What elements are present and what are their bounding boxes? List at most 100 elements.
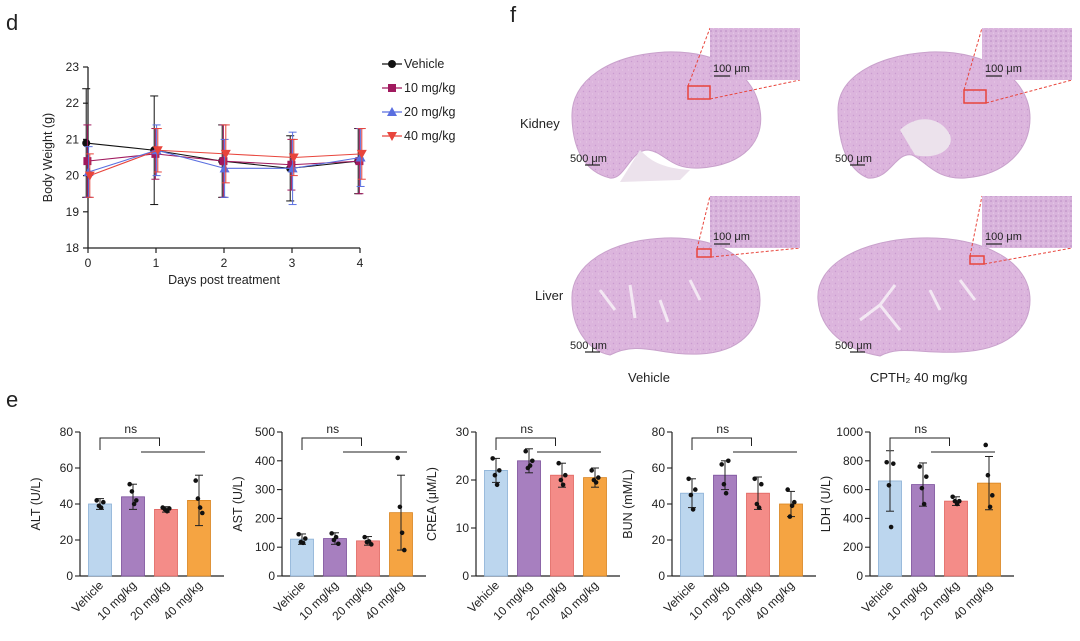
bar (517, 460, 541, 577)
data-point (395, 455, 401, 461)
legend-label: 40 mg/kg (404, 129, 455, 143)
y-tick-label: 22 (66, 96, 80, 110)
significance-label: ns (326, 422, 339, 436)
y-tick-label: 30 (456, 425, 470, 439)
kidney-vehicle-roi (687, 85, 711, 100)
data-point (288, 153, 299, 163)
y-tick-label: 10 (456, 521, 470, 535)
y-axis-title: Body Weight (g) (41, 113, 55, 202)
data-point (94, 498, 99, 503)
y-tick-label: 20 (652, 533, 666, 547)
data-point (492, 472, 498, 478)
data-point (789, 503, 795, 509)
data-point (127, 481, 132, 487)
legend-label: 20 mg/kg (404, 105, 455, 119)
data-point (726, 458, 731, 464)
significance-bracket (99, 437, 160, 450)
data-point (924, 474, 929, 479)
y-tick-label: 1000 (836, 425, 863, 439)
data-point (388, 84, 396, 92)
data-point (752, 476, 757, 482)
data-point (219, 163, 230, 173)
data-point (193, 478, 198, 483)
data-point (82, 139, 91, 148)
data-point (197, 505, 203, 510)
series-40-mg-kg (84, 124, 367, 198)
data-point (558, 477, 564, 483)
data-point (723, 490, 729, 496)
data-point (759, 481, 764, 487)
data-point (402, 547, 407, 553)
data-point (950, 494, 955, 500)
data-point (596, 475, 601, 480)
legend-label: Vehicle (404, 57, 444, 71)
data-point (917, 464, 922, 469)
data-point (399, 530, 405, 536)
y-tick-label: 0 (462, 569, 469, 583)
y-axis-title: ALT (U/L) (29, 477, 43, 530)
data-point (329, 531, 335, 536)
y-tick-label: 18 (66, 241, 80, 255)
y-tick-label: 80 (652, 425, 666, 439)
data-point (560, 482, 566, 488)
data-point (490, 456, 496, 461)
row-label-kidney: Kidney (520, 116, 560, 131)
data-point (333, 534, 339, 540)
y-tick-label: 20 (456, 473, 470, 487)
liver-vehicle-roi (696, 248, 712, 258)
y-tick-label: 0 (66, 569, 73, 583)
data-point (785, 487, 790, 492)
significance-label: ns (520, 422, 533, 436)
x-tick-label: 0 (85, 256, 92, 270)
data-point (563, 472, 568, 478)
x-tick-label: 1 (153, 256, 160, 270)
data-point (300, 540, 306, 546)
data-point (556, 460, 561, 466)
data-point (888, 524, 894, 530)
data-point (884, 459, 889, 465)
data-point (356, 149, 367, 159)
histology-panel: Kidney Liver Vehicle CPTH₂ 40 mg/kg 500 … (520, 27, 1073, 385)
y-tick-label: 80 (60, 425, 74, 439)
liver-cpth2-scale-label: 500 μm (835, 340, 872, 352)
significance-bracket (889, 437, 950, 450)
y-axis-title: CREA (μM/L) (425, 467, 439, 541)
data-point (693, 487, 698, 492)
x-tick-label: 2 (221, 256, 228, 270)
liver-cpth2-inset (982, 196, 1072, 248)
data-point (84, 171, 95, 181)
data-point (891, 461, 896, 466)
significance-label: ns (914, 422, 927, 436)
data-point (98, 505, 104, 510)
data-point (985, 472, 991, 478)
bar (944, 500, 968, 577)
liver-vehicle-scale-label: 500 μm (570, 340, 607, 352)
y-axis-title: BUN (mM/L) (621, 469, 635, 538)
data-point (957, 498, 962, 504)
data-point (397, 504, 403, 510)
data-point (497, 468, 502, 473)
significance-label: ns (716, 422, 729, 436)
y-tick-label: 400 (255, 454, 275, 468)
kidney-vehicle-inset-scale: 100 μm (713, 63, 750, 75)
liver-vehicle-inset (710, 196, 800, 248)
data-point (134, 498, 139, 503)
data-point (152, 146, 163, 156)
data-point (200, 510, 205, 516)
bar (583, 477, 607, 577)
col-label-cpth2: CPTH₂ 40 mg/kg (870, 370, 968, 385)
panel-label-f: f (510, 2, 517, 27)
y-tick-label: 300 (255, 483, 275, 497)
series-10-mg-kg (83, 124, 364, 198)
y-tick-label: 19 (66, 205, 80, 219)
data-point (303, 536, 308, 541)
data-point (131, 501, 137, 507)
data-point (983, 442, 988, 448)
data-point (721, 481, 727, 487)
data-point (219, 157, 228, 166)
data-point (355, 152, 366, 162)
